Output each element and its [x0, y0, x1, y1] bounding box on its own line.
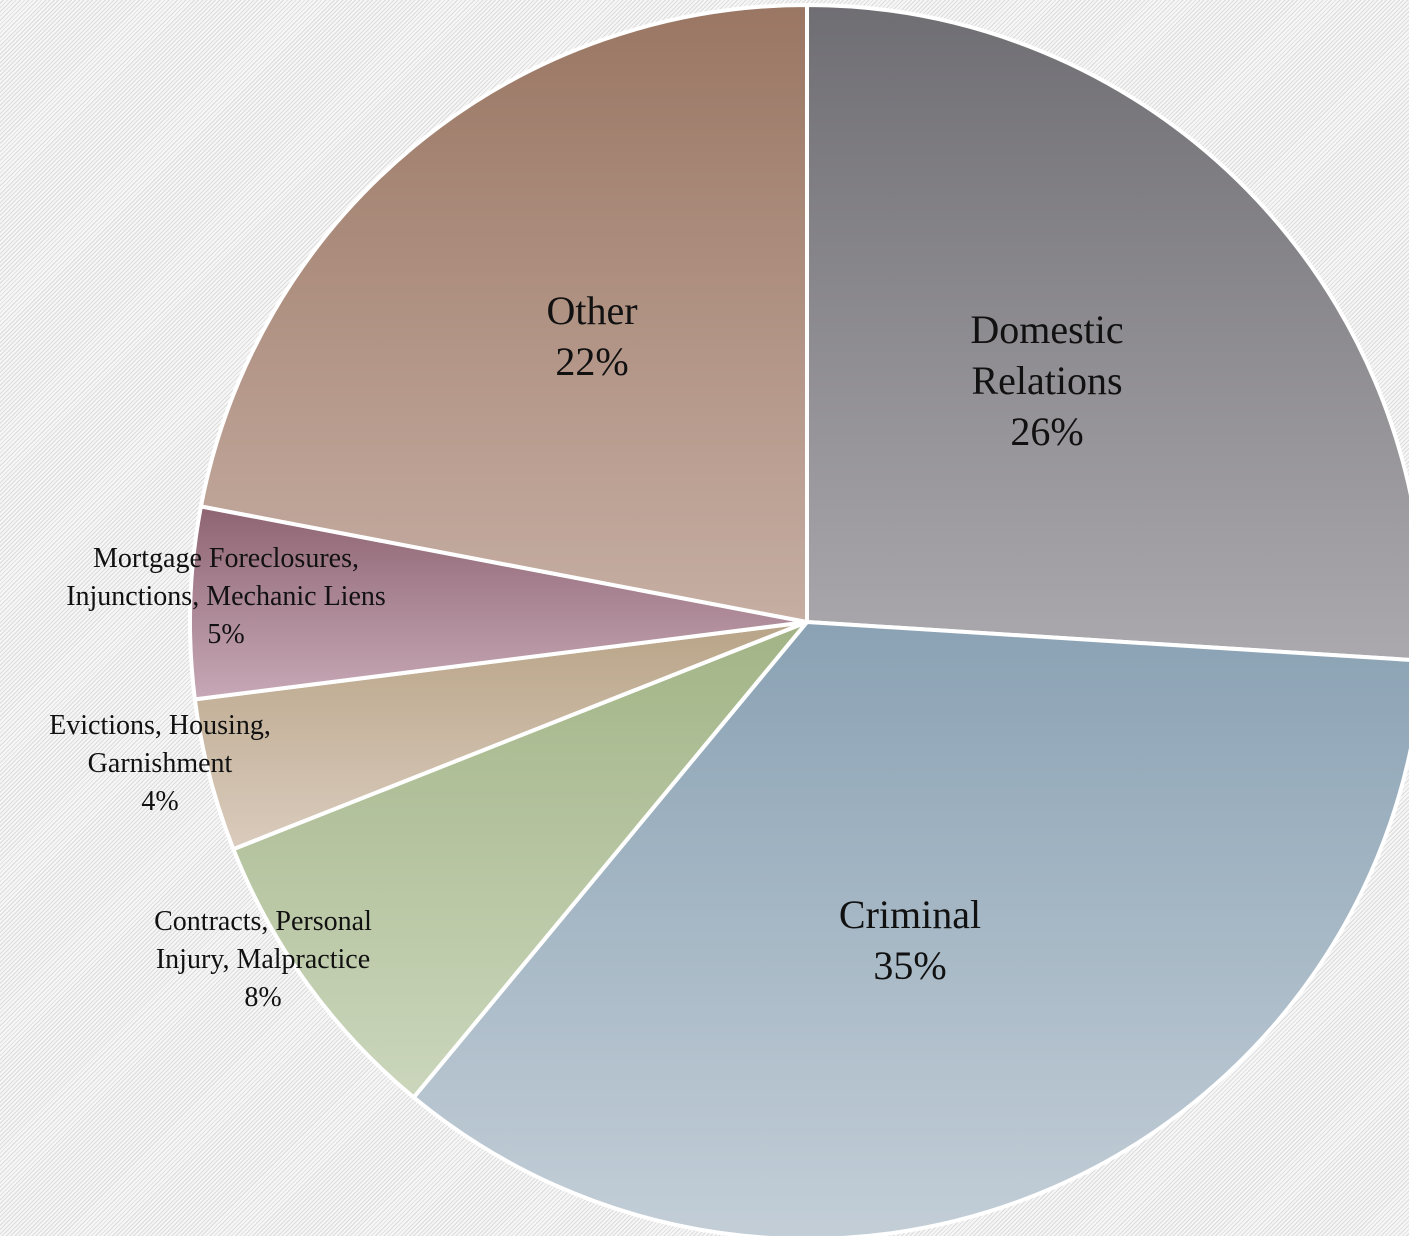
- pie-slice-domestic-relations: [805, 3, 1409, 662]
- slice-category-label: Domestic: [970, 307, 1123, 352]
- data-label-mortgage-foreclosures-injunctions-mechanic-liens: Mortgage Foreclosures, Injunctions, Mecha…: [66, 543, 386, 650]
- slice-percent-label: 5%: [207, 619, 244, 650]
- slice-category-label: Mortgage Foreclosures,: [93, 543, 359, 574]
- data-label-domestic-relations: Domestic Relations 26%: [970, 307, 1123, 454]
- slice-category-label: Evictions, Housing,: [49, 710, 271, 741]
- slice-percent-label: 22%: [555, 339, 628, 384]
- pie-slice-other: [198, 3, 809, 624]
- slice-percent-label: 4%: [141, 786, 178, 817]
- data-label-other: Other 22%: [546, 288, 637, 384]
- slice-category-label: Contracts, Personal: [154, 906, 372, 937]
- pie-slice-contracts-personal-injury-malpractice: [231, 620, 809, 1100]
- slices-layer: [188, 3, 1409, 1236]
- data-labels-layer: Domestic Relations 26% Criminal 35% Contracts…: [49, 288, 1123, 1013]
- slice-category-label: Injury, Malpractice: [156, 944, 370, 975]
- slice-percent-label: 26%: [1010, 409, 1083, 454]
- data-label-contracts-personal-injury-malpractice: Contracts, Personal Injury, Malpractice 8%: [154, 906, 372, 1013]
- slice-category-label: Other: [546, 288, 637, 333]
- data-label-evictions-housing-garnishment: Evictions, Housing, Garnishment 4%: [49, 710, 271, 817]
- pie-slice-criminal: [411, 620, 1409, 1236]
- pie-slice-mortgage-foreclosures-injunctions-mechanic-liens: [188, 504, 809, 702]
- slice-category-label: Criminal: [839, 892, 981, 937]
- slice-category-label: Garnishment: [88, 748, 233, 779]
- slice-category-label: Relations: [971, 358, 1122, 403]
- slice-percent-label: 8%: [244, 982, 281, 1013]
- data-label-criminal: Criminal 35%: [839, 892, 981, 988]
- slice-percent-label: 35%: [873, 943, 946, 988]
- slice-category-label: Injunctions, Mechanic Liens: [66, 581, 386, 612]
